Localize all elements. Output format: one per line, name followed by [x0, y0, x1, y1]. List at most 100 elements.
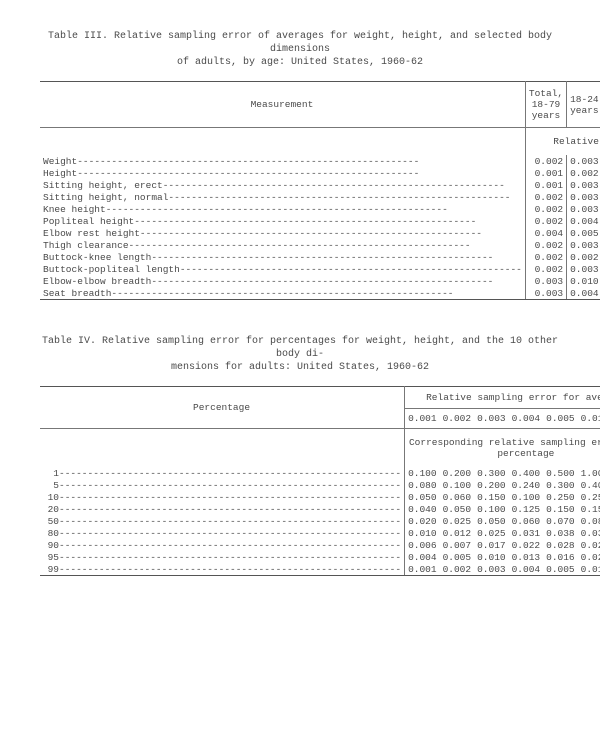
table4-cell: 0.016	[543, 551, 578, 563]
table4-row: 20--------------------------------------…	[40, 503, 600, 515]
table3-section-title: Relative sampling error for men or women	[525, 128, 600, 156]
table4-cell: 0.060	[440, 491, 475, 503]
table4-row: 90--------------------------------------…	[40, 539, 600, 551]
table4-cell: 0.125	[509, 503, 544, 515]
table4-row-label: 80--------------------------------------…	[40, 527, 405, 539]
table4-cell: 0.003	[474, 563, 509, 576]
table3-row-label: Elbow rest height-----------------------…	[40, 227, 525, 239]
table3-row: Elbow rest height-----------------------…	[40, 227, 600, 239]
table4-cell: 0.010	[474, 551, 509, 563]
table4-cell: 0.013	[509, 551, 544, 563]
table4-cell: 0.050	[440, 503, 475, 515]
table3-row-label: Seat breadth----------------------------…	[40, 287, 525, 300]
table3-row: Elbow-elbow breadth---------------------…	[40, 275, 600, 287]
table4-cell: 0.005	[440, 551, 475, 563]
table4-cell: 0.022	[509, 539, 544, 551]
table4-cell: 0.004	[405, 551, 440, 563]
table4-col-4: 0.005	[543, 409, 578, 429]
table3-cell: 0.003	[567, 239, 600, 251]
table3-cell: 0.002	[567, 167, 600, 179]
table3-cell: 0.002	[525, 263, 566, 275]
table3-cell: 0.001	[525, 167, 566, 179]
table4-cell: 0.012	[440, 527, 475, 539]
table3-cell: 0.003	[567, 263, 600, 275]
table4-cell: 0.038	[578, 527, 600, 539]
table3-cell: 0.002	[525, 239, 566, 251]
table3-section-title-row: Relative sampling error for men or women	[40, 128, 600, 156]
table4-cell: 0.020	[578, 551, 600, 563]
table4-caption-line1: Table IV. Relative sampling error for pe…	[42, 336, 558, 360]
table3-caption-line1: Table III. Relative sampling error of av…	[48, 31, 552, 55]
table3-row-label: Height----------------------------------…	[40, 167, 525, 179]
table3-row-label: Thigh clearance-------------------------…	[40, 239, 525, 251]
table4-col-2: 0.003	[474, 409, 509, 429]
table4-span-header: Relative sampling error for average	[405, 387, 600, 409]
table3-row-label: Buttock-knee length---------------------…	[40, 251, 525, 263]
table4-cell: 0.004	[509, 563, 544, 576]
table4-row: 95--------------------------------------…	[40, 551, 600, 563]
table3-row-label: Weight----------------------------------…	[40, 155, 525, 167]
table4-col-5: 0.010	[578, 409, 600, 429]
table3-row-label: Sitting height, erect-------------------…	[40, 179, 525, 191]
table4-cell: 0.027	[578, 539, 600, 551]
table3-col-1: 18-24years	[567, 82, 600, 128]
table3-cell: 0.004	[525, 227, 566, 239]
table4-col-3: 0.004	[509, 409, 544, 429]
table4-cell: 0.200	[440, 467, 475, 479]
table4-row-label: 90--------------------------------------…	[40, 539, 405, 551]
table3-cell: 0.010	[567, 275, 600, 287]
table4-cell: 0.200	[474, 479, 509, 491]
table4-cell: 0.150	[474, 491, 509, 503]
table4-cell: 0.070	[543, 515, 578, 527]
table4-row-label: 99--------------------------------------…	[40, 563, 405, 576]
table4-cell: 0.038	[543, 527, 578, 539]
table4-cell: 0.040	[405, 503, 440, 515]
table3-cell: 0.003	[567, 203, 600, 215]
table4-cell: 0.100	[474, 503, 509, 515]
table3-row: Weight----------------------------------…	[40, 155, 600, 167]
table4-cell: 0.002	[440, 563, 475, 576]
table4-cell: 0.150	[543, 503, 578, 515]
table4-cell: 0.240	[509, 479, 544, 491]
table4-cell: 0.060	[509, 515, 544, 527]
table3-row: Seat breadth----------------------------…	[40, 287, 600, 300]
table4-caption-line2: mensions for adults: United States, 1960…	[171, 362, 429, 373]
table3-row: Buttock-popliteal length----------------…	[40, 263, 600, 275]
table4-caption: Table IV. Relative sampling error for pe…	[40, 335, 560, 374]
table4-cell: 0.400	[578, 479, 600, 491]
table3-row: Buttock-knee length---------------------…	[40, 251, 600, 263]
table4-cell: 0.025	[440, 515, 475, 527]
table3-cell: 0.004	[567, 215, 600, 227]
table4-cell: 0.080	[578, 515, 600, 527]
table4-cell: 0.080	[405, 479, 440, 491]
table4-cell: 0.250	[578, 491, 600, 503]
table3-caption: Table III. Relative sampling error of av…	[40, 30, 560, 69]
table4-cell: 0.007	[440, 539, 475, 551]
table4: Percentage Relative sampling error for a…	[40, 386, 600, 576]
table3-row-label: Buttock-popliteal length----------------…	[40, 263, 525, 275]
table4-cell: 0.031	[509, 527, 544, 539]
table3-cell: 0.002	[567, 251, 600, 263]
table4-cell: 0.010	[405, 527, 440, 539]
table4-cell: 0.006	[405, 539, 440, 551]
table3-row: Sitting height, erect-------------------…	[40, 179, 600, 191]
table4-cell: 1.000	[578, 467, 600, 479]
table3-cell: 0.001	[525, 179, 566, 191]
table4-row-label: 1---------------------------------------…	[40, 467, 405, 479]
table4-cell: 0.300	[474, 467, 509, 479]
table3-cell: 0.003	[567, 179, 600, 191]
table4-cell: 0.250	[543, 491, 578, 503]
table3-cell: 0.002	[525, 203, 566, 215]
table3-row-label: Popliteal height------------------------…	[40, 215, 525, 227]
table3: Measurement Total,18-79years 18-24years …	[40, 81, 600, 300]
table4-row: 99--------------------------------------…	[40, 563, 600, 576]
table4-row: 10--------------------------------------…	[40, 491, 600, 503]
table4-row-label: 5---------------------------------------…	[40, 479, 405, 491]
table4-row-label: 10--------------------------------------…	[40, 491, 405, 503]
table3-row: Thigh clearance-------------------------…	[40, 239, 600, 251]
table4-cell: 0.100	[509, 491, 544, 503]
table4-cell: 0.050	[474, 515, 509, 527]
table4-cell: 0.001	[405, 563, 440, 576]
table3-header-row: Measurement Total,18-79years 18-24years …	[40, 82, 600, 128]
table4-cell: 0.050	[405, 491, 440, 503]
